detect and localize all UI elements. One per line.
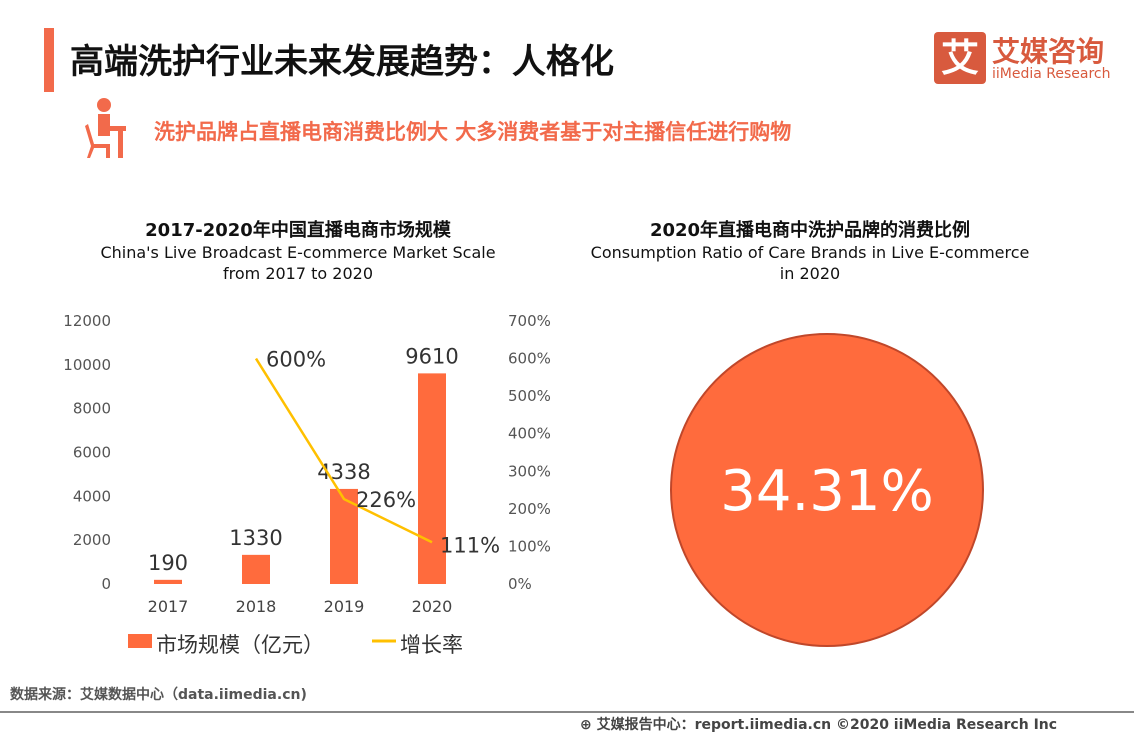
- legend-bar-label: 市场规模（亿元）: [156, 633, 324, 657]
- right-chart-title: 2020年直播电商中洗护品牌的消费比例 Consumption Ratio of…: [560, 216, 1060, 284]
- y2-tick-label: 200%: [508, 500, 551, 518]
- bar-data-label: 190: [148, 551, 188, 575]
- y2-tick-label: 0%: [508, 575, 532, 593]
- y-tick-label: 4000: [73, 487, 111, 505]
- y-tick-label: 12000: [63, 312, 111, 330]
- y2-tick-label: 700%: [508, 312, 551, 330]
- bar: [418, 373, 446, 584]
- logo-cn: 艾媒咨询: [992, 35, 1105, 68]
- x-tick-label: 2019: [324, 597, 365, 616]
- x-tick-label: 2020: [412, 597, 453, 616]
- logo-en: iiMedia Research: [992, 66, 1111, 82]
- bar-data-label: 9610: [405, 344, 458, 368]
- footer-report: ⊕ 艾媒报告中心：report.iimedia.cn ©2020 iiMedia…: [580, 714, 1057, 734]
- chart-title: 2020年直播电商中洗护品牌的消费比例: [649, 220, 971, 241]
- page-title: 高端洗护行业未来发展趋势：人格化: [70, 42, 614, 82]
- y2-tick-label: 600%: [508, 350, 551, 368]
- line-data-label: 226%: [356, 488, 416, 512]
- subtitle: 洗护品牌占直播电商消费比例大 大多消费者基于对主播信任进行购物: [154, 120, 792, 144]
- globe-icon: ⊕: [580, 717, 597, 733]
- bar-data-label: 1330: [229, 526, 282, 550]
- title-accent-bar: [44, 28, 54, 92]
- logo: 艾 艾媒咨询 iiMedia Research: [934, 32, 1114, 86]
- chart-subtitle: from 2017 to 2020: [223, 264, 373, 283]
- consumption-ratio-chart: 34.31%: [670, 333, 984, 647]
- data-source: 数据来源：艾媒数据中心（data.iimedia.cn): [10, 687, 307, 703]
- bar: [242, 554, 270, 584]
- x-tick-label: 2018: [236, 597, 277, 616]
- y2-tick-label: 500%: [508, 387, 551, 405]
- x-tick-label: 2017: [148, 597, 189, 616]
- chart-subtitle: China's Live Broadcast E-commerce Market…: [100, 243, 496, 262]
- person-at-desk-icon: [85, 98, 126, 158]
- bar-data-label: 4338: [317, 460, 370, 484]
- growth-line: [254, 357, 433, 544]
- divider: [0, 711, 1134, 713]
- y-tick-label: 8000: [73, 400, 111, 418]
- left-chart-title: 2017-2020年中国直播电商市场规模 China's Live Broadc…: [48, 216, 548, 284]
- chart-subtitle: Consumption Ratio of Care Brands in Live…: [590, 243, 1030, 262]
- pie-slice: [670, 333, 984, 647]
- bar: [154, 579, 182, 584]
- chart-subtitle: in 2020: [779, 264, 841, 283]
- pie-data-label: 34.31%: [720, 459, 934, 524]
- line-data-label: 111%: [440, 533, 500, 557]
- footer-text: 艾媒报告中心：report.iimedia.cn ©2020 iiMedia R…: [596, 717, 1058, 733]
- y2-tick-label: 300%: [508, 462, 551, 480]
- y-tick-label: 10000: [63, 356, 111, 374]
- line-data-label: 600%: [266, 348, 326, 372]
- y2-tick-label: 100%: [508, 537, 551, 555]
- y-tick-label: 6000: [73, 444, 111, 462]
- market-scale-chart: 0 2000 4000 6000 8000 10000 12000 0% 100% 200% 300…: [63, 312, 551, 657]
- logo-mark: 艾: [934, 32, 986, 84]
- y-tick-label: 2000: [73, 531, 111, 549]
- legend-bar-swatch: [128, 634, 152, 648]
- legend-line-label: 增长率: [400, 633, 463, 657]
- y-tick-label: 0: [101, 575, 111, 593]
- chart-title: 2017-2020年中国直播电商市场规模: [145, 220, 451, 241]
- y2-tick-label: 400%: [508, 425, 551, 443]
